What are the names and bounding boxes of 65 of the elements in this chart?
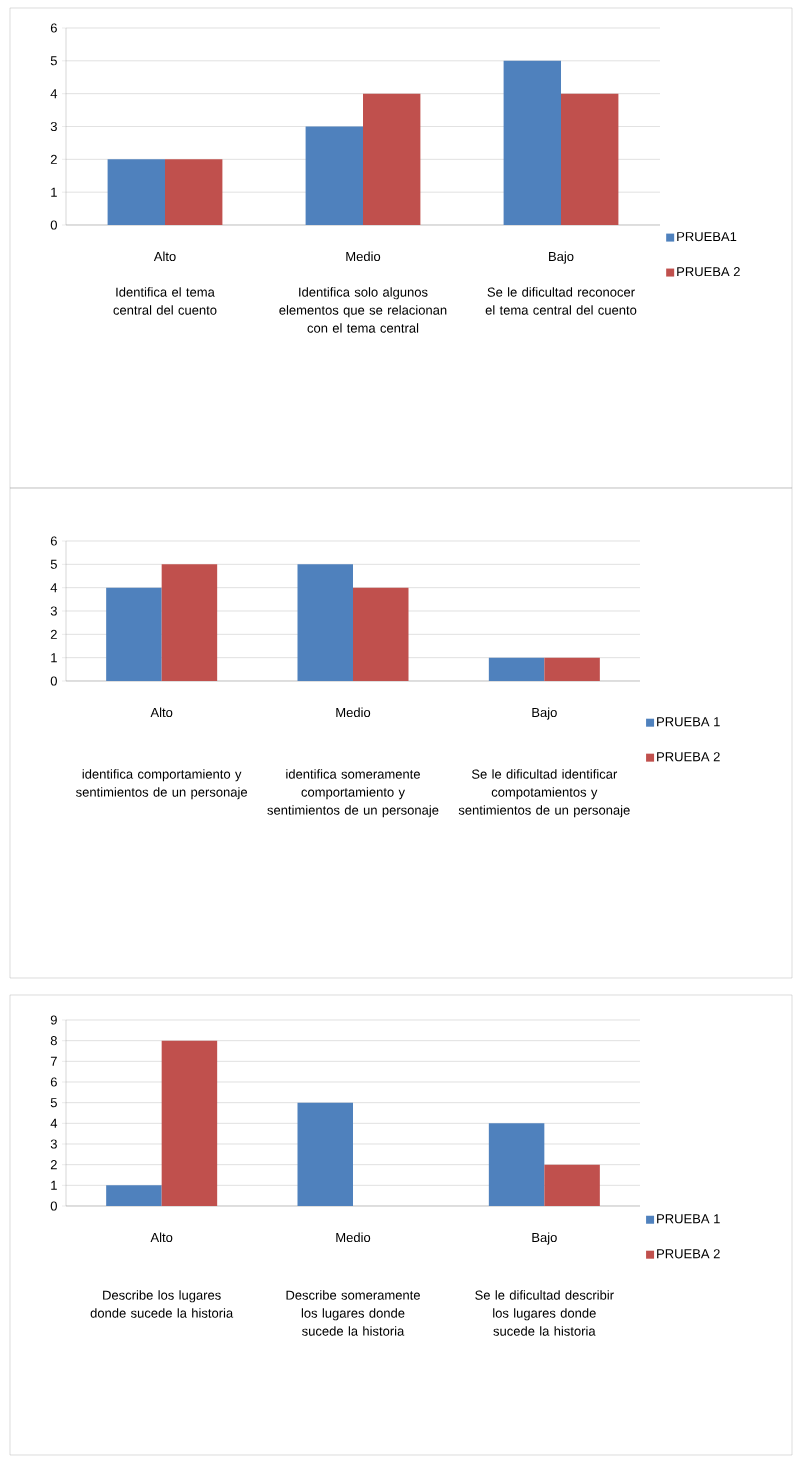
- y-tick-label: 0: [50, 676, 57, 686]
- x-tick-label: Medio: [336, 707, 371, 718]
- y-tick-label: 1: [51, 187, 57, 197]
- y-tick-label: 4: [50, 89, 58, 99]
- bar: [488, 657, 545, 681]
- bar: [544, 1164, 600, 1206]
- bar: [488, 1123, 545, 1206]
- y-tick-label: 5: [50, 1098, 57, 1108]
- x-tick-label: Alto: [150, 707, 173, 718]
- bar: [363, 93, 421, 225]
- legend-label: PRUEBA 1: [657, 717, 720, 727]
- x-tick-label: Alto: [153, 251, 176, 262]
- legend-label: PRUEBA 2: [657, 752, 720, 762]
- y-tick-label: 1: [51, 1180, 57, 1190]
- bar: [161, 564, 218, 681]
- y-tick-label: 6: [50, 1077, 57, 1087]
- y-tick-label: 5: [50, 56, 57, 66]
- y-tick-label: 2: [50, 629, 57, 639]
- x-tick-label: Bajo: [532, 707, 557, 720]
- y-tick-label: 4: [50, 1118, 58, 1128]
- x-tick-label: Bajo: [532, 1232, 557, 1245]
- bar: [297, 564, 353, 681]
- bar: [107, 159, 165, 225]
- bar: [106, 587, 162, 681]
- y-tick-label: 2: [50, 154, 57, 164]
- legend-label: PRUEBA 2: [677, 267, 740, 277]
- bar: [165, 159, 223, 225]
- text: Identifica solo algunos elementos que se relacionan con el tema central: [279, 287, 447, 333]
- y-tick-label: 2: [50, 1160, 57, 1170]
- text: Se le dificultad reconocer el tema central del cuento: [485, 287, 637, 315]
- text: Se le dificultad describir los lugares donde sucede la historia: [475, 1290, 614, 1336]
- text: identifica someramente comportamiento y sentimientos de un personaje: [267, 769, 439, 818]
- legend-label: PRUEBA 1: [657, 1214, 720, 1224]
- y-tick-label: 5: [50, 559, 57, 569]
- bar: [305, 126, 363, 225]
- x-tick-label: Medio: [336, 1232, 371, 1243]
- y-tick-label: 9: [50, 1015, 57, 1025]
- bar: [503, 60, 561, 225]
- bar: [353, 587, 409, 681]
- y-tick-label: 1: [51, 653, 57, 663]
- y-tick-label: 4: [50, 583, 58, 593]
- legend-label: PRUEBA1: [677, 232, 737, 242]
- text: Se le dificultad identificar compotamientos y sentimientos de un personaje: [458, 769, 630, 818]
- x-tick-label: Medio: [346, 251, 381, 262]
- y-tick-label: 0: [50, 220, 57, 230]
- x-tick-label: Bajo: [549, 251, 574, 264]
- bar: [544, 657, 600, 681]
- legend-label: PRUEBA 2: [657, 1249, 720, 1259]
- y-tick-label: 6: [50, 23, 57, 33]
- bar: [561, 93, 619, 225]
- y-tick-label: 0: [50, 1201, 57, 1211]
- y-tick-label: 6: [50, 536, 57, 546]
- y-tick-label: 3: [50, 606, 57, 616]
- y-tick-label: 8: [50, 1036, 57, 1046]
- y-tick-label: 3: [50, 121, 57, 132]
- text: identifica comportamiento y sentimientos de un personaje: [76, 769, 248, 800]
- y-tick-label: 3: [50, 1139, 57, 1149]
- bar: [161, 1040, 218, 1206]
- y-tick-label: 7: [50, 1056, 57, 1066]
- x-tick-label: Alto: [150, 1232, 173, 1243]
- bar: [106, 1185, 162, 1206]
- bar: [297, 1102, 353, 1206]
- text: Identifica el tema central del cuento: [113, 287, 217, 315]
- text: Describe someramente los lugares donde sucede la historia: [286, 1290, 420, 1336]
- text: Describe los lugares donde sucede la historia: [90, 1290, 234, 1318]
